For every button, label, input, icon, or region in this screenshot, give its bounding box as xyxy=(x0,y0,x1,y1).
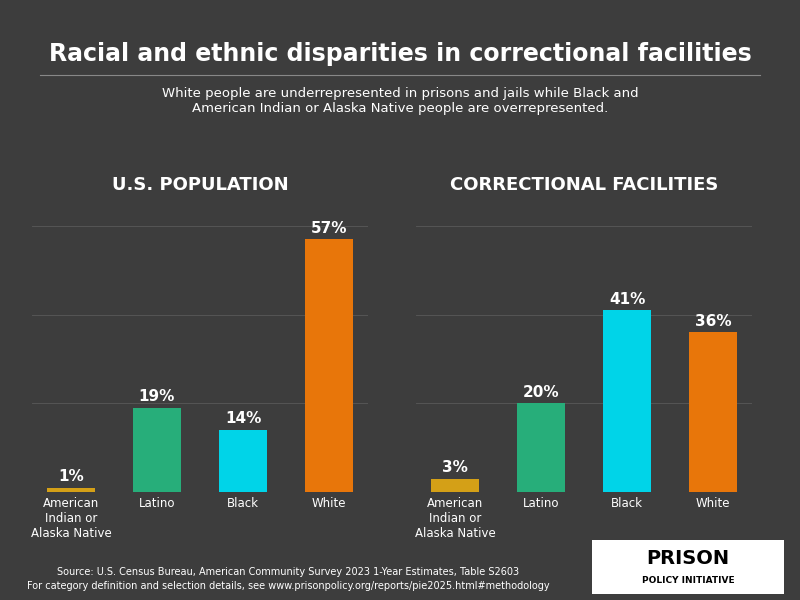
Title: U.S. POPULATION: U.S. POPULATION xyxy=(112,176,288,194)
Text: 14%: 14% xyxy=(225,412,262,427)
Text: 3%: 3% xyxy=(442,460,468,475)
Bar xyxy=(47,488,94,492)
Text: 20%: 20% xyxy=(522,385,559,400)
Text: 1%: 1% xyxy=(58,469,84,484)
Text: Racial and ethnic disparities in correctional facilities: Racial and ethnic disparities in correct… xyxy=(49,42,751,66)
Text: POLICY INITIATIVE: POLICY INITIATIVE xyxy=(642,576,734,585)
Text: For category definition and selection details, see www.prisonpolicy.org/reports/: For category definition and selection de… xyxy=(26,581,550,591)
Text: 57%: 57% xyxy=(311,221,347,236)
Bar xyxy=(134,408,181,492)
Bar xyxy=(603,310,650,492)
Text: White people are underrepresented in prisons and jails while Black and
American : White people are underrepresented in pri… xyxy=(162,87,638,115)
Bar xyxy=(431,479,478,492)
Text: 19%: 19% xyxy=(138,389,175,404)
Text: 36%: 36% xyxy=(694,314,731,329)
Bar xyxy=(690,332,737,492)
Bar xyxy=(306,239,353,492)
Text: 41%: 41% xyxy=(609,292,646,307)
Text: PRISON: PRISON xyxy=(646,550,730,568)
Bar xyxy=(518,403,565,492)
Title: CORRECTIONAL FACILITIES: CORRECTIONAL FACILITIES xyxy=(450,176,718,194)
Text: Source: U.S. Census Bureau, American Community Survey 2023 1-Year Estimates, Tab: Source: U.S. Census Bureau, American Com… xyxy=(57,567,519,577)
Bar xyxy=(219,430,266,492)
